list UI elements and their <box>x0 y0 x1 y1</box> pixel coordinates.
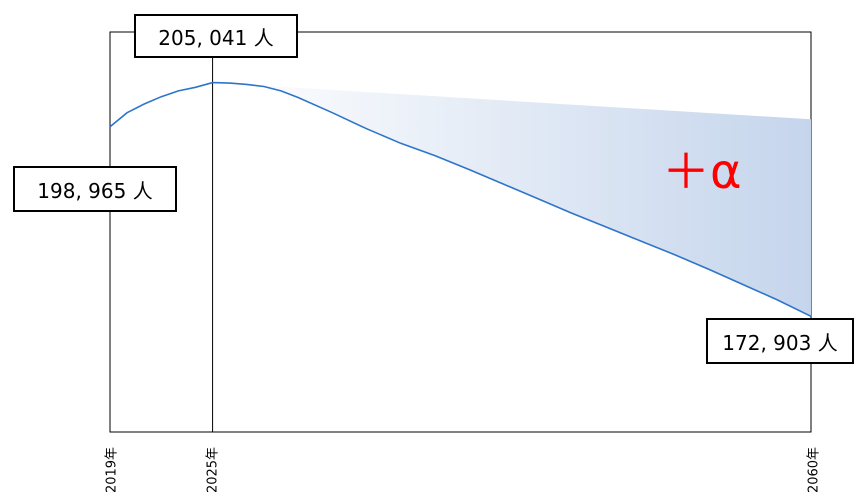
x-tick-label-2060: 2060年 <box>806 446 822 494</box>
x-tick-label-2019: 2019年 <box>104 446 120 494</box>
population-series-line <box>109 81 812 318</box>
callout-peak-value: 205, 041 人 <box>134 14 298 58</box>
plus-alpha-label: ＋α <box>662 144 742 200</box>
callout-end-value: 172, 903 人 <box>706 318 854 364</box>
x-tick-label-2025: 2025年 <box>205 446 221 494</box>
plus-alpha-shaded-area <box>212 82 812 317</box>
callout-start-value: 198, 965 人 <box>13 166 177 212</box>
